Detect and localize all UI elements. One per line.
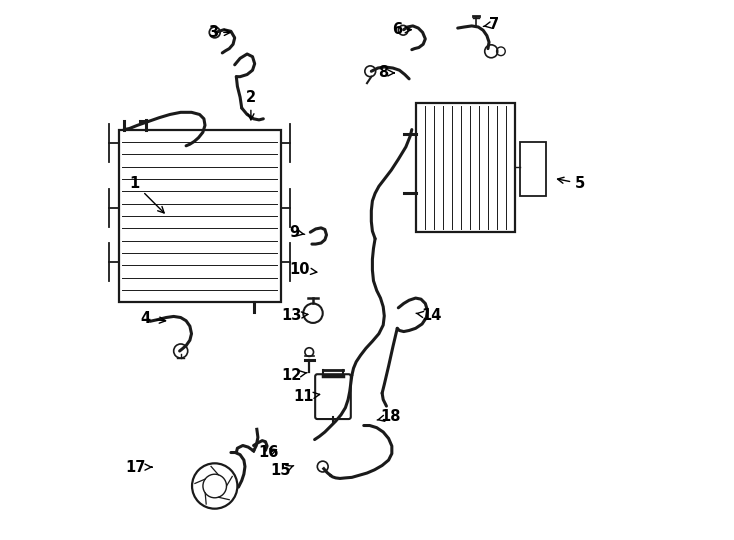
Text: 17: 17 [126, 460, 152, 475]
Text: 3: 3 [208, 25, 230, 40]
Text: 1: 1 [130, 176, 164, 213]
Text: 4: 4 [140, 311, 166, 326]
Bar [520, 142, 546, 196]
Text: 10: 10 [289, 262, 317, 278]
Text: 2: 2 [246, 90, 256, 120]
Bar [119, 130, 280, 302]
Text: 11: 11 [293, 389, 320, 404]
Text: 14: 14 [416, 308, 442, 323]
Text: 15: 15 [270, 463, 294, 478]
Text: 9: 9 [289, 225, 305, 240]
Bar [415, 103, 515, 232]
Text: 7: 7 [483, 17, 499, 32]
Text: 12: 12 [281, 368, 307, 383]
Text: 5: 5 [558, 176, 586, 191]
Text: 13: 13 [281, 308, 308, 323]
Text: 6: 6 [392, 22, 411, 37]
Text: 16: 16 [258, 445, 279, 460]
Text: 8: 8 [378, 65, 394, 80]
Text: 18: 18 [377, 409, 401, 424]
